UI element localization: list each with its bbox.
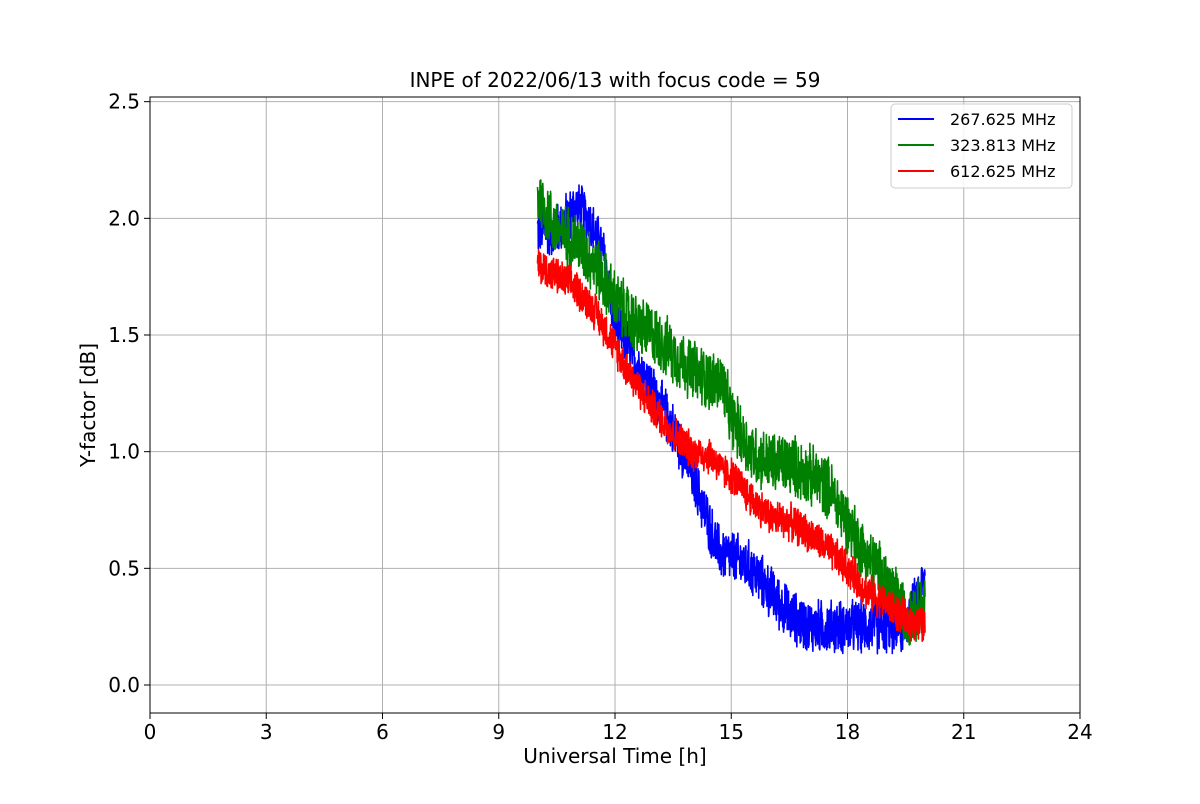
legend: 267.625 MHz 323.813 MHz 612.625 MHz: [890, 103, 1073, 189]
series-lines: [536, 179, 926, 655]
x-tick-label: 9: [492, 720, 505, 744]
y-tick-label: 1.0: [108, 440, 140, 464]
x-tick-label: 0: [144, 720, 157, 744]
y-tick-label: 2.5: [108, 90, 140, 114]
legend-label: 267.625 MHz: [950, 110, 1055, 129]
series-line: [536, 249, 926, 642]
legend-items: 267.625 MHz 323.813 MHz 612.625 MHz: [898, 110, 1055, 181]
y-tick-label: 0.5: [108, 556, 140, 580]
x-tick-label: 15: [719, 720, 744, 744]
series-line: [536, 184, 926, 655]
x-tick-label: 3: [260, 720, 273, 744]
legend-label: 323.813 MHz: [950, 136, 1055, 155]
x-tick-label: 21: [951, 720, 976, 744]
grid-lines: [149, 97, 1081, 713]
legend-box: [890, 103, 1073, 189]
y-tick-label: 1.5: [108, 323, 140, 347]
y-tick-label: 2.0: [108, 206, 140, 230]
series-line: [536, 179, 926, 646]
x-tick-label: 18: [835, 720, 860, 744]
chart-title: INPE of 2022/06/13 with focus code = 59: [410, 68, 821, 92]
y-axis-label: Y-factor [dB]: [76, 343, 100, 468]
x-axis-ticks: 0 3 6 9 12 15 18 21 24: [144, 713, 1093, 744]
y-tick-label: 0.0: [108, 673, 140, 697]
x-axis-label: Universal Time [h]: [523, 744, 706, 768]
x-tick-label: 12: [602, 720, 627, 744]
x-tick-label: 6: [376, 720, 389, 744]
x-tick-label: 24: [1067, 720, 1092, 744]
legend-label: 612.625 MHz: [950, 162, 1055, 181]
y-axis-ticks: 0.0 0.5 1.0 1.5 2.0 2.5: [108, 90, 150, 697]
